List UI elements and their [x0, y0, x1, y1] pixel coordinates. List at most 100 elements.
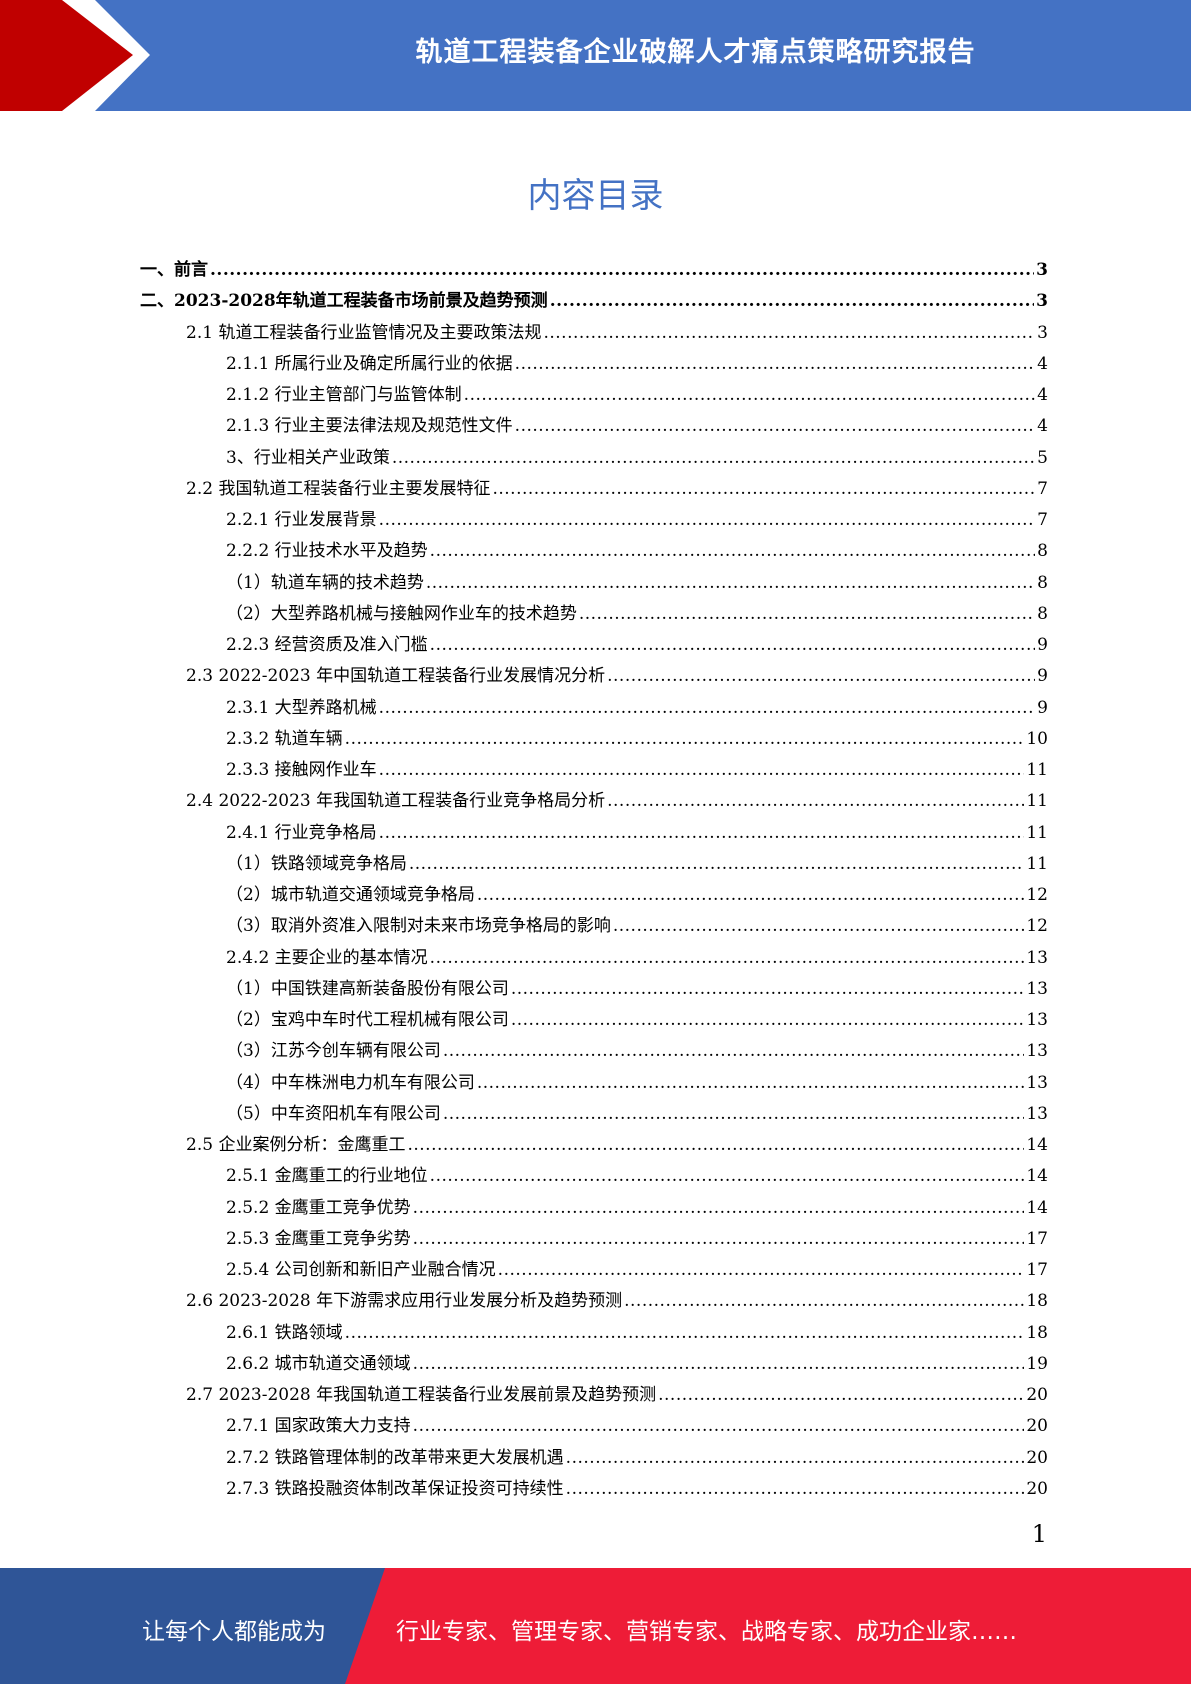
- toc-leader-dots: [379, 823, 1025, 843]
- toc-entry[interactable]: 2.6.2 城市轨道交通领域 19: [226, 1350, 1048, 1374]
- toc-entry-label: 2.3.2 轨道车辆: [226, 728, 343, 749]
- toc-entry-page: 11: [1026, 822, 1048, 843]
- toc-entry[interactable]: 2.5.2 金鹰重工竞争优势 14: [226, 1194, 1048, 1218]
- toc-entry-label: 2.4.2 主要企业的基本情况: [226, 947, 428, 968]
- toc-entry-page: 13: [1026, 1072, 1048, 1093]
- toc-entry[interactable]: 3、行业相关产业政策 5: [226, 444, 1048, 468]
- toc-leader-dots: [430, 1166, 1025, 1186]
- toc-entry[interactable]: （1）轨道车辆的技术趋势 8: [226, 569, 1048, 593]
- toc-leader-dots: [607, 666, 1035, 686]
- toc-entry-page: 7: [1037, 478, 1048, 499]
- toc-entry[interactable]: 2.1.2 行业主管部门与监管体制 4: [226, 381, 1048, 405]
- toc-entry[interactable]: 2.5 企业案例分析：金鹰重工 14: [186, 1131, 1048, 1155]
- toc-entry[interactable]: 2.1.1 所属行业及确定所属行业的依据 4: [226, 350, 1048, 374]
- toc-leader-dots: [413, 1354, 1025, 1374]
- toc-entry-label: （2）大型养路机械与接触网作业车的技术趋势: [226, 603, 577, 624]
- toc-entry-page: 19: [1026, 1353, 1048, 1374]
- toc-entry-label: 2.7.3 铁路投融资体制改革保证投资可持续性: [226, 1478, 564, 1499]
- toc-entry-label: （2）城市轨道交通领域竞争格局: [226, 885, 475, 905]
- toc-entry-label: 2.7.2 铁路管理体制的改革带来更大发展机遇: [226, 1447, 564, 1468]
- toc-entry-label: （1）轨道车辆的技术趋势: [226, 572, 424, 593]
- toc-entry[interactable]: 2.6 2023-2028 年下游需求应用行业发展分析及趋势预测 18: [186, 1287, 1048, 1311]
- toc-entry[interactable]: 2.3.2 轨道车辆 10: [226, 725, 1048, 749]
- toc-entry[interactable]: （2）大型养路机械与接触网作业车的技术趋势 8: [226, 600, 1048, 624]
- toc-entry[interactable]: 2.7 2023-2028 年我国轨道工程装备行业发展前景及趋势预测 20: [186, 1381, 1048, 1405]
- toc-entry[interactable]: 2.5.3 金鹰重工竞争劣势 17: [226, 1225, 1048, 1249]
- footer-blue-panel: [0, 1568, 385, 1684]
- toc-entry[interactable]: （2）宝鸡中车时代工程机械有限公司 13: [226, 1006, 1048, 1030]
- toc-entry[interactable]: （1）中国铁建高新装备股份有限公司 13: [226, 975, 1048, 999]
- toc-entry-page: 18: [1026, 1291, 1048, 1312]
- toc-entry[interactable]: 2.2.2 行业技术水平及趋势 8: [226, 537, 1048, 561]
- header-chevron: [0, 0, 133, 111]
- toc-entry[interactable]: （3）取消外资准入限制对未来市场竞争格局的影响 12: [226, 912, 1048, 936]
- toc-entry-page: 17: [1026, 1260, 1048, 1280]
- toc-entry-page: 4: [1037, 416, 1048, 437]
- toc-leader-dots: [379, 760, 1025, 780]
- toc-leader-dots: [443, 1104, 1025, 1124]
- toc-leader-dots: [430, 635, 1036, 655]
- toc-entry[interactable]: 2.7.2 铁路管理体制的改革带来更大发展机遇 20: [226, 1444, 1048, 1468]
- toc-leader-dots: [413, 1229, 1025, 1249]
- toc-entry-page: 20: [1026, 1447, 1048, 1468]
- toc-leader-dots: [566, 1479, 1025, 1499]
- toc-leader-dots: [550, 291, 1034, 311]
- toc-entry[interactable]: 2.2.3 经营资质及准入门槛 9: [226, 631, 1048, 655]
- toc-entry-page: 14: [1026, 1135, 1048, 1155]
- toc-entry-label: 3、行业相关产业政策: [226, 447, 390, 468]
- toc-entry[interactable]: （1）铁路领域竞争格局 11: [226, 850, 1048, 874]
- toc-entry-page: 13: [1026, 947, 1048, 968]
- toc-entry-label: 二、2023-2028年轨道工程装备市场前景及趋势预测: [140, 291, 548, 312]
- toc-entry[interactable]: 2.7.1 国家政策大力支持 20: [226, 1412, 1048, 1436]
- toc-leader-dots: [658, 1385, 1024, 1405]
- toc-entry[interactable]: 2.1.3 行业主要法律法规及规范性文件 4: [226, 412, 1048, 436]
- toc-entry[interactable]: 2.5.4 公司创新和新旧产业融合情况 17: [226, 1256, 1048, 1280]
- toc-leader-dots: [492, 479, 1035, 499]
- toc-entry[interactable]: 二、2023-2028年轨道工程装备市场前景及趋势预测 3: [140, 287, 1048, 311]
- toc-entry-label: （3）取消外资准入限制对未来市场竞争格局的影响: [226, 916, 611, 937]
- toc-entry[interactable]: 2.2.1 行业发展背景 7: [226, 506, 1048, 530]
- toc-entry[interactable]: 2.4.1 行业竞争格局 11: [226, 819, 1048, 843]
- page-header: 轨道工程装备企业破解人才痛点策略研究报告: [0, 0, 1191, 111]
- toc-entry-page: 20: [1026, 1416, 1048, 1437]
- toc-heading: 内容目录: [527, 176, 664, 216]
- toc-entry-label: （1）中国铁建高新装备股份有限公司: [226, 978, 509, 999]
- toc-entry-page: 11: [1026, 760, 1048, 780]
- toc-entry[interactable]: 2.6.1 铁路领域 18: [226, 1319, 1048, 1343]
- toc-leader-dots: [624, 1291, 1024, 1311]
- toc-entry[interactable]: 一、前言 3: [140, 256, 1048, 280]
- toc-entry-label: （4）中车株洲电力机车有限公司: [226, 1072, 475, 1093]
- toc-entry[interactable]: （3）江苏今创车辆有限公司 13: [226, 1037, 1048, 1061]
- toc-leader-dots: [477, 885, 1025, 905]
- toc-leader-dots: [413, 1198, 1025, 1218]
- footer-slogan-left: 让每个人都能成为: [142, 1619, 326, 1645]
- toc-entry[interactable]: 2.2 我国轨道工程装备行业主要发展特征 7: [186, 475, 1048, 499]
- toc-entry-page: 11: [1026, 791, 1048, 812]
- toc-entry[interactable]: （5）中车资阳机车有限公司 13: [226, 1100, 1048, 1124]
- toc-entry-label: 2.5.1 金鹰重工的行业地位: [226, 1166, 428, 1187]
- toc-entry[interactable]: （4）中车株洲电力机车有限公司 13: [226, 1069, 1048, 1093]
- toc-leader-dots: [543, 323, 1035, 343]
- toc-entry[interactable]: 2.3 2022-2023 年中国轨道工程装备行业发展情况分析 9: [186, 662, 1048, 686]
- toc-entry[interactable]: 2.5.1 金鹰重工的行业地位 14: [226, 1162, 1048, 1186]
- toc-entry-label: 2.5.2 金鹰重工竞争优势: [226, 1197, 411, 1218]
- toc-entry-page: 14: [1026, 1197, 1048, 1218]
- toc-entry[interactable]: 2.3.1 大型养路机械 9: [226, 694, 1048, 718]
- toc-leader-dots: [464, 385, 1036, 405]
- toc-entry-page: 13: [1026, 1041, 1048, 1062]
- toc-entry-page: 3: [1036, 260, 1048, 280]
- toc-entry[interactable]: 2.1 轨道工程装备行业监管情况及主要政策法规 3: [186, 319, 1048, 343]
- toc-leader-dots: [345, 729, 1025, 749]
- toc-entry[interactable]: 2.7.3 铁路投融资体制改革保证投资可持续性 20: [226, 1475, 1048, 1499]
- toc-entry-page: 3: [1036, 291, 1048, 312]
- toc-leader-dots: [210, 260, 1034, 280]
- toc-entry-page: 5: [1037, 447, 1048, 468]
- toc-entry[interactable]: 2.3.3 接触网作业车 11: [226, 756, 1048, 780]
- toc-entry-page: 14: [1026, 1166, 1048, 1187]
- toc-entry[interactable]: 2.4 2022-2023 年我国轨道工程装备行业竞争格局分析 11: [186, 787, 1048, 811]
- toc-leader-dots: [515, 416, 1036, 436]
- toc-entry-page: 12: [1026, 885, 1048, 905]
- toc-entry-label: 2.2 我国轨道工程装备行业主要发展特征: [186, 478, 491, 499]
- toc-entry[interactable]: （2）城市轨道交通领域竞争格局 12: [226, 881, 1048, 905]
- toc-entry[interactable]: 2.4.2 主要企业的基本情况 13: [226, 944, 1048, 968]
